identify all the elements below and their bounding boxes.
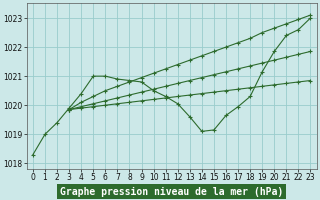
X-axis label: Graphe pression niveau de la mer (hPa): Graphe pression niveau de la mer (hPa) xyxy=(60,186,283,197)
